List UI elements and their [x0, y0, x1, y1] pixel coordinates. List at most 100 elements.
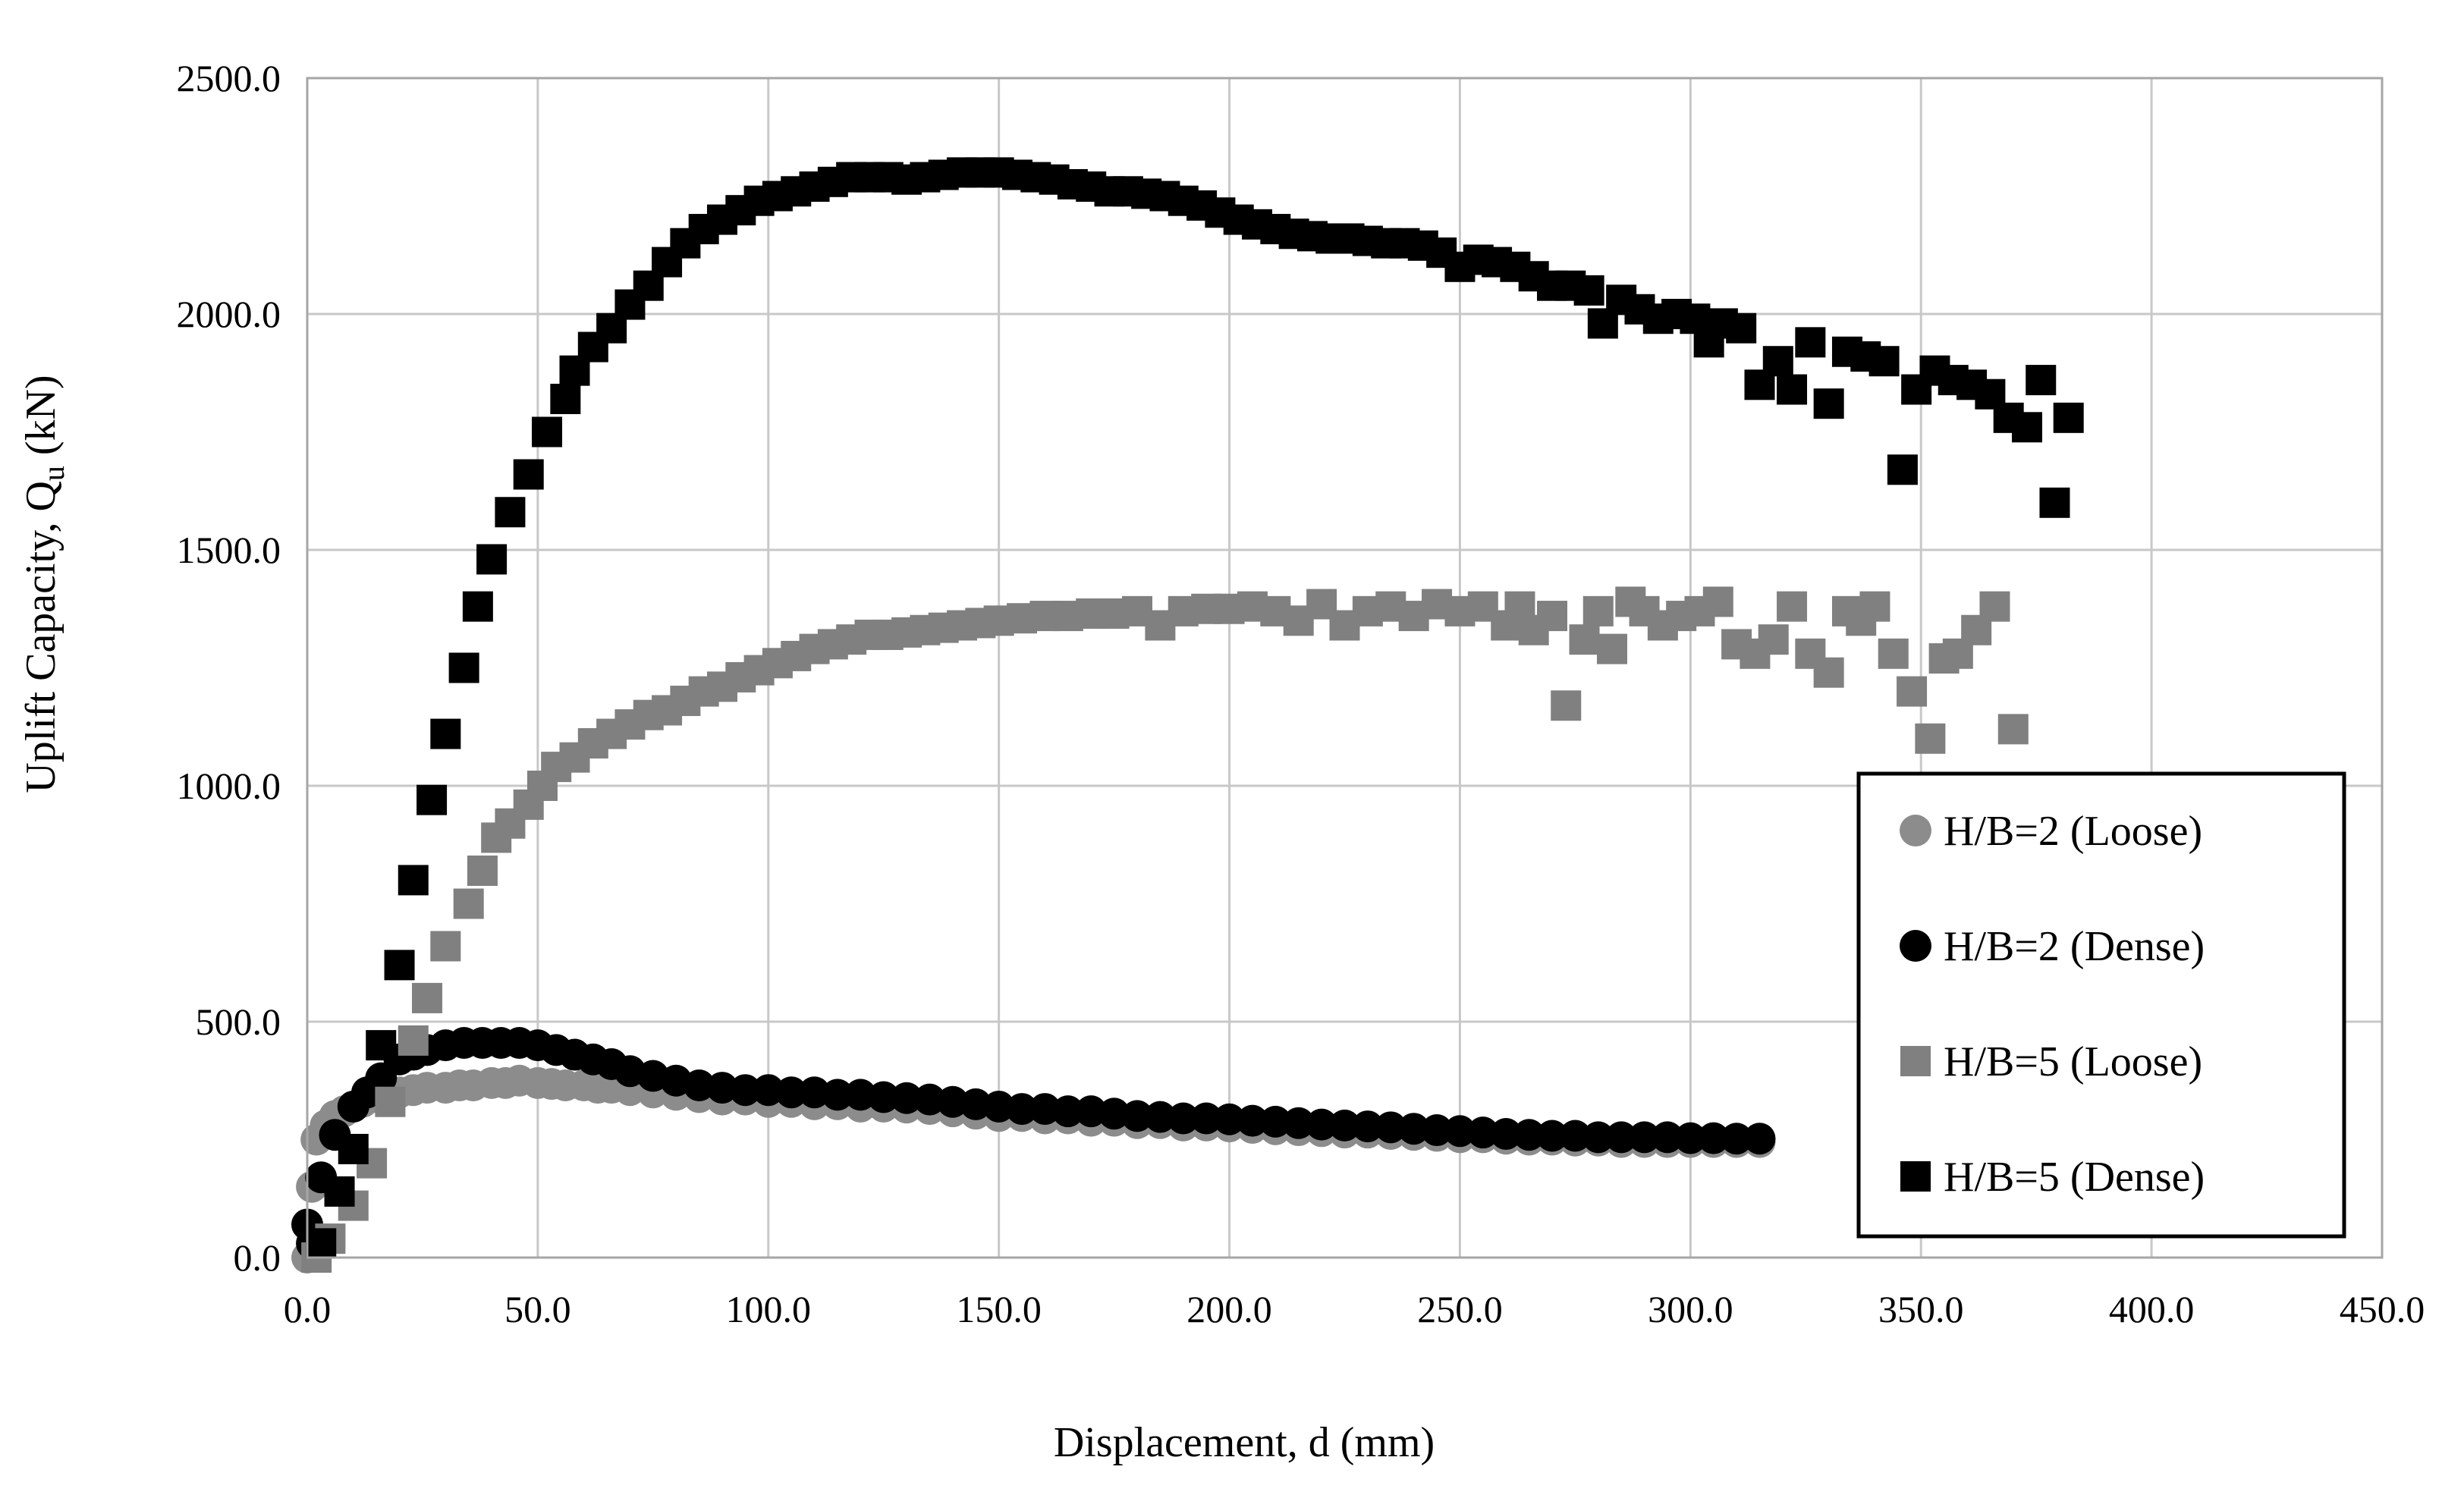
data-point [982, 1090, 1015, 1123]
data-point [1859, 591, 1890, 622]
y-tick-label: 2500.0 [177, 57, 281, 99]
data-point [430, 718, 461, 749]
data-point [1777, 591, 1808, 622]
legend: H/B=2 (Loose) H/B=2 (Dense) H/B=5 (Loose… [1856, 771, 2346, 1239]
data-point [913, 1083, 946, 1116]
data-point [891, 1082, 923, 1114]
data-point [550, 383, 581, 414]
x-tick-label: 350.0 [1878, 1288, 1964, 1330]
data-point [1674, 1122, 1707, 1154]
legend-item-hb5-dense: H/B=5 (Dense) [1900, 1154, 2205, 1201]
data-point [1777, 374, 1808, 405]
data-point [1628, 1121, 1661, 1154]
data-point [416, 784, 448, 815]
data-point [1144, 1101, 1177, 1133]
data-point [1726, 312, 1757, 344]
data-point [1868, 346, 1900, 377]
data-point [1121, 1100, 1153, 1132]
legend-label-hb5-dense: H/B=5 (Dense) [1944, 1154, 2205, 1201]
data-point [513, 459, 544, 490]
legend-marker-hb2-dense [1900, 930, 1931, 962]
data-point [462, 591, 493, 622]
y-axis-title-main: Uplift Capacity, Q [17, 481, 64, 793]
data-point [1490, 1118, 1523, 1151]
data-point [1582, 1121, 1614, 1154]
data-point [752, 1074, 784, 1107]
data-point [706, 1072, 738, 1104]
data-point [867, 1081, 900, 1113]
data-point [1328, 1109, 1361, 1142]
data-point [430, 931, 461, 962]
data-point [375, 1086, 406, 1117]
x-tick-label: 100.0 [726, 1288, 812, 1330]
data-point [1897, 676, 1928, 707]
data-point [448, 652, 479, 683]
data-point [467, 855, 498, 886]
y-tick-label: 1000.0 [177, 765, 281, 807]
data-point [338, 1133, 369, 1164]
data-point [1397, 1113, 1430, 1145]
legend-marker-hb2-loose [1900, 815, 1931, 846]
data-point [1758, 624, 1789, 655]
series-2 [301, 586, 2029, 1273]
data-point [2039, 487, 2070, 518]
plot-area-border [306, 77, 2384, 1259]
legend-label-hb2-dense: H/B=2 (Dense) [1944, 923, 2205, 970]
data-point [729, 1074, 762, 1107]
data-point [1813, 388, 1844, 419]
data-point [936, 1085, 969, 1118]
data-point [306, 1228, 337, 1259]
x-tick-label: 150.0 [956, 1288, 1042, 1330]
data-point [1721, 1123, 1753, 1155]
data-point [798, 1076, 831, 1109]
data-point [398, 865, 429, 896]
x-axis-title: Displacement, d (mm) [1054, 1419, 1435, 1466]
data-point [1537, 601, 1567, 632]
legend-label-hb2-loose: H/B=2 (Loose) [1944, 808, 2202, 855]
y-axis-title-unit: (kN) [17, 375, 64, 466]
data-point [1190, 1102, 1223, 1135]
data-point [1213, 1103, 1246, 1135]
data-point [960, 1088, 992, 1120]
data-point [1887, 454, 1918, 485]
data-point [1997, 714, 2029, 745]
data-point [1743, 1123, 1776, 1155]
data-point [1051, 1095, 1084, 1128]
data-point [453, 888, 484, 919]
data-point [1795, 327, 1826, 358]
data-point [1582, 595, 1614, 627]
data-point [2053, 402, 2084, 433]
legend-item-hb2-loose: H/B=2 (Loose) [1900, 808, 2202, 855]
data-point [1513, 1119, 1545, 1151]
data-point [1536, 1120, 1568, 1152]
data-point [1029, 1093, 1061, 1126]
data-point [1878, 638, 1909, 669]
data-point [1651, 1121, 1683, 1154]
data-point [1762, 346, 1793, 377]
data-point [1559, 1120, 1592, 1152]
data-point [1167, 1102, 1199, 1135]
legend-marker-hb5-dense [1900, 1161, 1931, 1192]
x-axis-ticks: 0.0 50.0 100.0 150.0 200.0 250.0 300.0 350.0 400… [284, 1288, 2425, 1330]
data-point [1351, 1110, 1384, 1143]
data-point [2026, 365, 2057, 396]
legend-box [1856, 771, 2346, 1239]
data-point [683, 1069, 715, 1101]
x-tick-label: 50.0 [504, 1288, 571, 1330]
y-tick-label: 1500.0 [177, 529, 281, 571]
y-axis-ticks: 0.0 500.0 1000.0 1500.0 2000.0 2500.0 [177, 57, 281, 1279]
data-point [1569, 624, 1600, 655]
data-point [1979, 591, 2010, 622]
data-point [1259, 1105, 1292, 1138]
data-point [412, 982, 443, 1013]
legend-label-hb5-loose: H/B=5 (Loose) [1944, 1038, 2202, 1085]
x-tick-label: 400.0 [2109, 1288, 2195, 1330]
y-tick-label: 0.0 [234, 1236, 281, 1279]
x-tick-label: 450.0 [2340, 1288, 2425, 1330]
data-point [1306, 1108, 1338, 1141]
data-point [1375, 1111, 1407, 1144]
data-point [476, 544, 508, 575]
data-point [384, 950, 415, 981]
data-point [775, 1076, 808, 1109]
